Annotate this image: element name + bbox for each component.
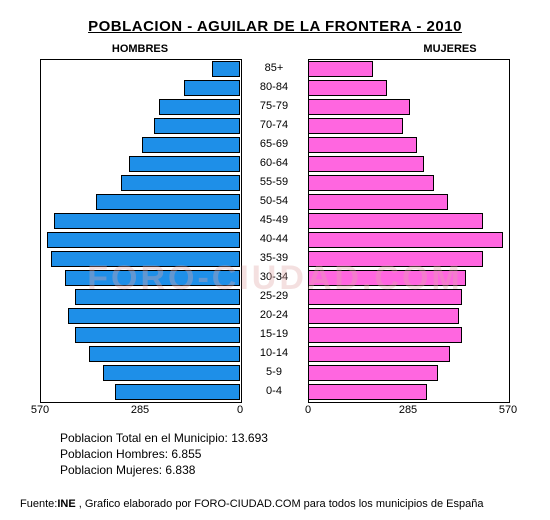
xtick-label: 570 [31,404,49,416]
pyramid-row: 85+ [0,60,550,79]
pyramid-row: 60-64 [0,155,550,174]
age-label: 35-39 [240,252,308,264]
bar-male [68,308,240,324]
pyramid-row: 5-9 [0,364,550,383]
bar-rows: 85+ 80-84 75-79 70-74 65-69 60-64 55-59 50-54 45… [0,60,550,402]
bar-female [308,384,427,400]
age-label: 80-84 [240,81,308,93]
bar-male [154,118,240,134]
header-female: MUJERES [240,43,550,55]
bar-female [308,327,462,343]
age-label: 10-14 [240,347,308,359]
bar-male [103,365,240,381]
age-label: 20-24 [240,309,308,321]
xtick-label: 0 [237,404,243,416]
pyramid-row: 50-54 [0,193,550,212]
bar-female [308,137,417,153]
pyramid-row: 40-44 [0,231,550,250]
bar-female [308,365,438,381]
bar-male [121,175,240,191]
stat-hombres: Poblacion Hombres: 6.855 [60,446,268,462]
bar-male [115,384,240,400]
bar-male [47,232,240,248]
bar-female [308,346,450,362]
age-label: 40-44 [240,233,308,245]
age-label: 60-64 [240,157,308,169]
bar-male [159,99,240,115]
age-label: 0-4 [240,385,308,397]
bar-male [96,194,240,210]
xtick-label: 285 [399,404,417,416]
bar-male [75,327,240,343]
pyramid-row: 25-29 [0,288,550,307]
bar-female [308,232,503,248]
pyramid-row: 70-74 [0,117,550,136]
age-label: 70-74 [240,119,308,131]
age-label: 55-59 [240,176,308,188]
bar-male [51,251,240,267]
age-label: 75-79 [240,100,308,112]
age-label: 85+ [240,62,308,74]
xtick-label: 0 [305,404,311,416]
pyramid-row: 55-59 [0,174,550,193]
bar-female [308,99,410,115]
bar-male [212,61,240,77]
bar-female [308,175,434,191]
pyramid-row: 10-14 [0,345,550,364]
pyramid-row: 20-24 [0,307,550,326]
pyramid-chart: 85+ 80-84 75-79 70-74 65-69 60-64 55-59 50-54 45… [0,59,550,411]
pyramid-row: 15-19 [0,326,550,345]
bar-female [308,308,459,324]
bar-female [308,118,403,134]
bar-male [89,346,240,362]
bar-male [129,156,240,172]
bar-male [75,289,240,305]
bar-female [308,194,448,210]
bar-male [184,80,240,96]
footer-text: Fuente:INE , Grafico elaborado por FORO-… [20,498,483,510]
age-label: 5-9 [240,366,308,378]
pyramid-row: 30-34 [0,269,550,288]
age-label: 65-69 [240,138,308,150]
age-label: 45-49 [240,214,308,226]
stat-mujeres: Poblacion Mujeres: 6.838 [60,462,268,478]
bar-female [308,289,462,305]
bar-female [308,251,483,267]
age-label: 30-34 [240,271,308,283]
pyramid-row: 0-4 [0,383,550,402]
age-label: 15-19 [240,328,308,340]
bar-female [308,213,483,229]
stat-total: Poblacion Total en el Municipio: 13.693 [60,430,268,446]
bar-female [308,156,424,172]
pyramid-row: 45-49 [0,212,550,231]
footer-source: INE [57,498,75,510]
header-male: HOMBRES [0,43,240,55]
bar-male [54,213,240,229]
bar-male [142,137,240,153]
page-title: POBLACION - AGUILAR DE LA FRONTERA - 201… [0,0,550,41]
xtick-label: 570 [499,404,517,416]
pyramid-row: 80-84 [0,79,550,98]
bar-female [308,61,373,77]
xtick-label: 285 [131,404,149,416]
pyramid-row: 75-79 [0,98,550,117]
pyramid-row: 65-69 [0,136,550,155]
bar-female [308,80,387,96]
pyramid-row: 35-39 [0,250,550,269]
stats-block: Poblacion Total en el Municipio: 13.693 … [60,430,268,478]
column-headers: HOMBRES MUJERES [0,43,550,55]
bar-male [65,270,240,286]
age-label: 25-29 [240,290,308,302]
bar-female [308,270,466,286]
age-label: 50-54 [240,195,308,207]
